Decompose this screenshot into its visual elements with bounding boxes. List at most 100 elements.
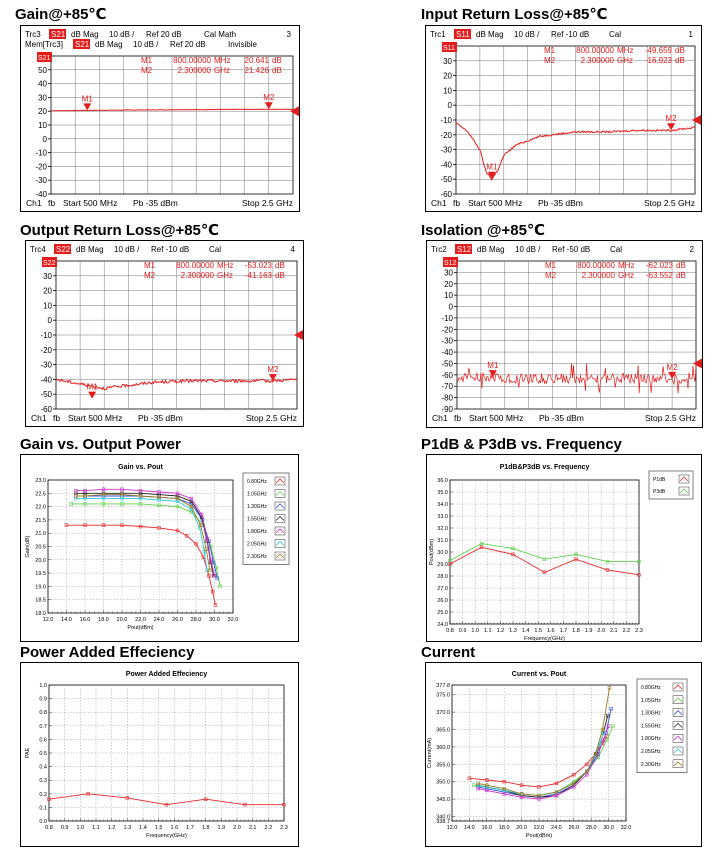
plot-frame: P1dB&P3dB vs. Frequency 0.8 0.9 1.0 1.1 1.2 1.… [426,454,702,642]
param-label: S21 [75,40,90,49]
y-tick-label: 33.0 [437,514,448,520]
y-tick-label: 20.5 [35,545,46,551]
legend-swatch-box [672,708,684,717]
y-tick-label: 20 [444,280,453,289]
series-line-PAE [48,793,284,806]
trace-badge [42,257,57,267]
cal-label: Cal [610,245,622,254]
legend-label: 1.30GHz [641,711,661,717]
y-tick-label: -30 [440,146,452,155]
x-tick-label: 2.2 [265,825,273,831]
data-point [601,731,606,735]
plot-title: P1dB&P3dB vs. Frequency [500,464,590,471]
footer-stop: Stop 2.5 GHz [644,198,695,208]
y-axis-label: Pout(dBm) [429,539,435,565]
data-point [479,541,484,546]
marker-name: M2 [141,66,153,75]
series-line-2.05GHz [75,498,208,571]
plot-title: Gain vs. Pout [118,464,163,471]
param-label: S22 [56,245,71,254]
cal-label: Invisible [228,40,257,49]
legend-swatch [275,478,285,484]
y-tick-label: 0.0 [39,819,47,825]
data-point [157,490,161,494]
legend-swatch [679,476,689,482]
marker-name: M2 [544,56,556,65]
format-label: dB Mag [477,245,505,254]
marker-freq: 2.300000 [178,66,212,75]
data-point [585,769,589,773]
y-tick-label: 0.5 [39,751,47,757]
x-axis-label: Pout(dBm) [526,833,552,839]
footer-start: Start 500 MHz [468,198,522,208]
data-point [637,559,641,564]
x-tick-label: 30.0 [209,617,220,623]
y-tick-label: 350.0 [436,780,450,786]
x-tick-label: 26.0 [172,617,183,623]
y-tick-label: 27.0 [437,586,448,592]
legend-swatch-box [678,474,690,484]
footer-power: Pb -35 dBm [138,413,183,423]
legend-swatch [275,503,285,509]
x-tick-label: 0.8 [446,628,454,634]
y-tick-label: -60 [441,371,453,380]
param-badge [455,244,472,254]
marker-value: -62.023 [646,261,674,270]
ref-arrow [692,115,701,125]
trace-badge [442,42,457,52]
x-axis-label: Pout(dBm) [127,625,153,631]
marker-tag: M2 [667,363,679,372]
y-tick-label: 50 [38,66,47,75]
trace-line-S11 [455,122,696,181]
footer-power: Pb -35 dBm [539,413,584,423]
marker-tag: M1 [486,163,498,172]
data-point [605,559,610,564]
legend-swatch [275,528,285,534]
data-point [189,496,194,501]
y-tick-label: 19.5 [35,571,46,577]
legend-swatch-box [274,514,286,523]
trace-line-S12 [456,363,697,394]
y-tick-label: 28.0 [437,574,448,580]
data-point [209,558,213,562]
param-label: S11 [456,30,470,39]
series-line-2.30GHz [75,494,211,571]
y-tick-label: 23.0 [35,478,46,484]
marker-value-unit: dB [272,56,282,65]
marker-value: -49.659 [645,46,673,55]
marker-freq-unit: MHz [618,261,634,270]
marker-value: 20.641 [245,56,270,65]
legend-swatch-box [274,501,286,511]
data-point [448,562,452,566]
data-point [157,503,161,507]
param-label: S12 [457,245,472,254]
legend-swatch [673,710,683,715]
data-point [448,558,452,563]
y-tick-label: 20 [43,287,52,296]
trace-badge-label: S11 [443,45,455,52]
footer-start: Start 500 MHz [469,413,523,423]
footer-start: Start 500 MHz [68,413,122,423]
marker-triangle [268,374,277,382]
y-tick-label: 0.6 [39,737,47,743]
ref-arrow [290,106,299,117]
marker-value-unit: dB [275,261,285,270]
data-point [207,574,211,578]
data-point [542,570,547,575]
data-point [175,504,180,509]
plot-pae: Power Added Effeciency 0.8 0.9 1.0 1.1 1.2 1.3… [25,671,288,839]
y-tick-label: 10 [444,291,453,300]
y-axis-label: PAE [25,747,31,758]
legend-swatch-box [274,476,286,486]
y-tick-label: 340.0 [436,814,450,820]
marker-freq-unit: GHz [617,56,633,65]
data-point [175,496,180,501]
y-tick-label: -20 [441,325,453,334]
x-tick-label: 1.7 [186,825,194,831]
trace-line-S21 [50,108,294,112]
data-point [83,494,87,498]
plot-frame: Current vs. Pout 12.0 14.0 16.0 18.0 20.0 22.0… [425,662,702,847]
